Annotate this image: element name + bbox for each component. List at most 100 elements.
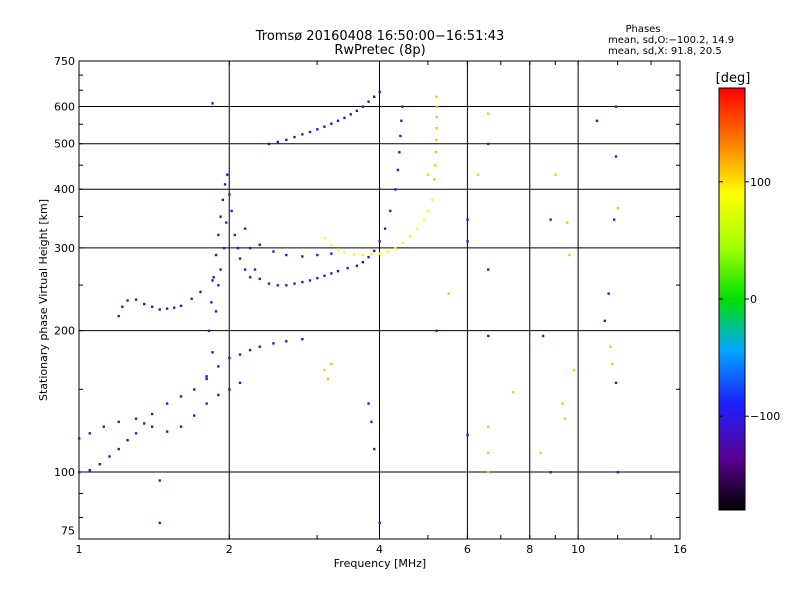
data-point <box>607 292 610 295</box>
data-point <box>383 227 387 230</box>
data-point <box>435 329 438 333</box>
data-point <box>230 209 233 213</box>
data-point <box>248 246 252 250</box>
data-point <box>190 297 193 300</box>
x-tick-label: 10 <box>571 543 585 556</box>
data-point <box>217 233 220 237</box>
y-tick-label: 500 <box>54 138 75 151</box>
data-point <box>433 178 436 181</box>
data-point <box>258 277 261 281</box>
y-tick-label: 750 <box>54 55 75 68</box>
data-point <box>349 113 352 116</box>
data-point <box>212 276 215 279</box>
data-point <box>549 218 552 221</box>
data-point <box>165 307 169 310</box>
data-point <box>487 112 490 115</box>
data-point <box>158 479 161 482</box>
data-point <box>238 257 242 260</box>
data-point <box>293 135 296 139</box>
data-point <box>258 243 261 246</box>
data-point <box>308 279 312 282</box>
data-point <box>98 462 102 466</box>
data-point <box>143 422 146 425</box>
data-points <box>78 90 620 525</box>
data-point <box>447 292 450 295</box>
data-point <box>343 116 346 120</box>
data-point <box>134 298 138 301</box>
data-point <box>301 133 304 136</box>
data-point <box>228 356 231 360</box>
data-point <box>276 140 280 144</box>
data-point <box>378 90 381 94</box>
x-tick-label: 4 <box>376 543 383 556</box>
data-point <box>346 266 349 270</box>
data-point <box>466 433 469 437</box>
data-point <box>301 280 304 284</box>
data-point <box>572 368 576 372</box>
data-point <box>323 368 326 372</box>
data-point <box>248 348 252 352</box>
data-point <box>487 451 490 454</box>
stats-heading: Phases <box>625 24 660 35</box>
data-point <box>126 299 129 302</box>
data-point <box>394 188 397 191</box>
data-point <box>179 395 183 398</box>
data-point <box>236 246 240 250</box>
data-point <box>323 236 326 240</box>
data-point <box>330 252 333 255</box>
data-point <box>301 337 304 341</box>
colorbar-tick-label: −100 <box>750 410 780 423</box>
data-point <box>223 183 227 186</box>
data-point <box>609 345 612 348</box>
y-tick-label: 300 <box>54 242 75 255</box>
data-point <box>616 470 620 474</box>
data-point <box>373 95 376 98</box>
data-point <box>233 233 237 237</box>
data-point <box>267 142 271 146</box>
data-point <box>253 268 257 271</box>
x-tick-label: 2 <box>226 543 233 556</box>
data-point <box>316 276 319 280</box>
data-point <box>541 334 545 338</box>
data-point <box>179 304 183 308</box>
chart-title-line1: Tromsø 20160408 16:50:00−16:51:43 <box>255 29 505 44</box>
data-point <box>150 412 154 416</box>
data-point <box>434 164 437 167</box>
data-point <box>426 173 430 176</box>
data-point <box>158 521 161 525</box>
data-point <box>285 284 288 287</box>
data-point <box>408 235 412 238</box>
data-point <box>272 342 275 345</box>
data-point <box>323 125 326 128</box>
data-point <box>150 305 154 308</box>
data-point <box>267 282 271 285</box>
data-point <box>248 276 252 279</box>
data-point <box>172 306 176 309</box>
data-point <box>603 319 607 323</box>
data-point <box>158 308 161 311</box>
data-point <box>400 119 403 122</box>
data-point <box>435 105 438 108</box>
data-point <box>330 122 333 125</box>
data-point <box>487 142 490 146</box>
data-point <box>238 381 242 384</box>
data-point <box>568 253 571 257</box>
data-point <box>243 268 247 271</box>
data-point <box>150 425 154 428</box>
x-tick-label: 8 <box>526 543 533 556</box>
data-point <box>422 218 425 221</box>
data-point <box>378 521 381 525</box>
data-point <box>117 447 120 451</box>
data-point <box>316 128 319 131</box>
data-point <box>143 302 146 306</box>
data-point <box>355 109 359 113</box>
data-point <box>243 227 247 230</box>
data-point <box>355 264 359 268</box>
data-point <box>367 402 370 405</box>
data-point <box>367 255 370 259</box>
data-point <box>117 420 120 424</box>
data-point <box>219 268 222 271</box>
data-point <box>370 420 373 424</box>
data-point <box>330 362 333 366</box>
data-point <box>336 119 340 122</box>
